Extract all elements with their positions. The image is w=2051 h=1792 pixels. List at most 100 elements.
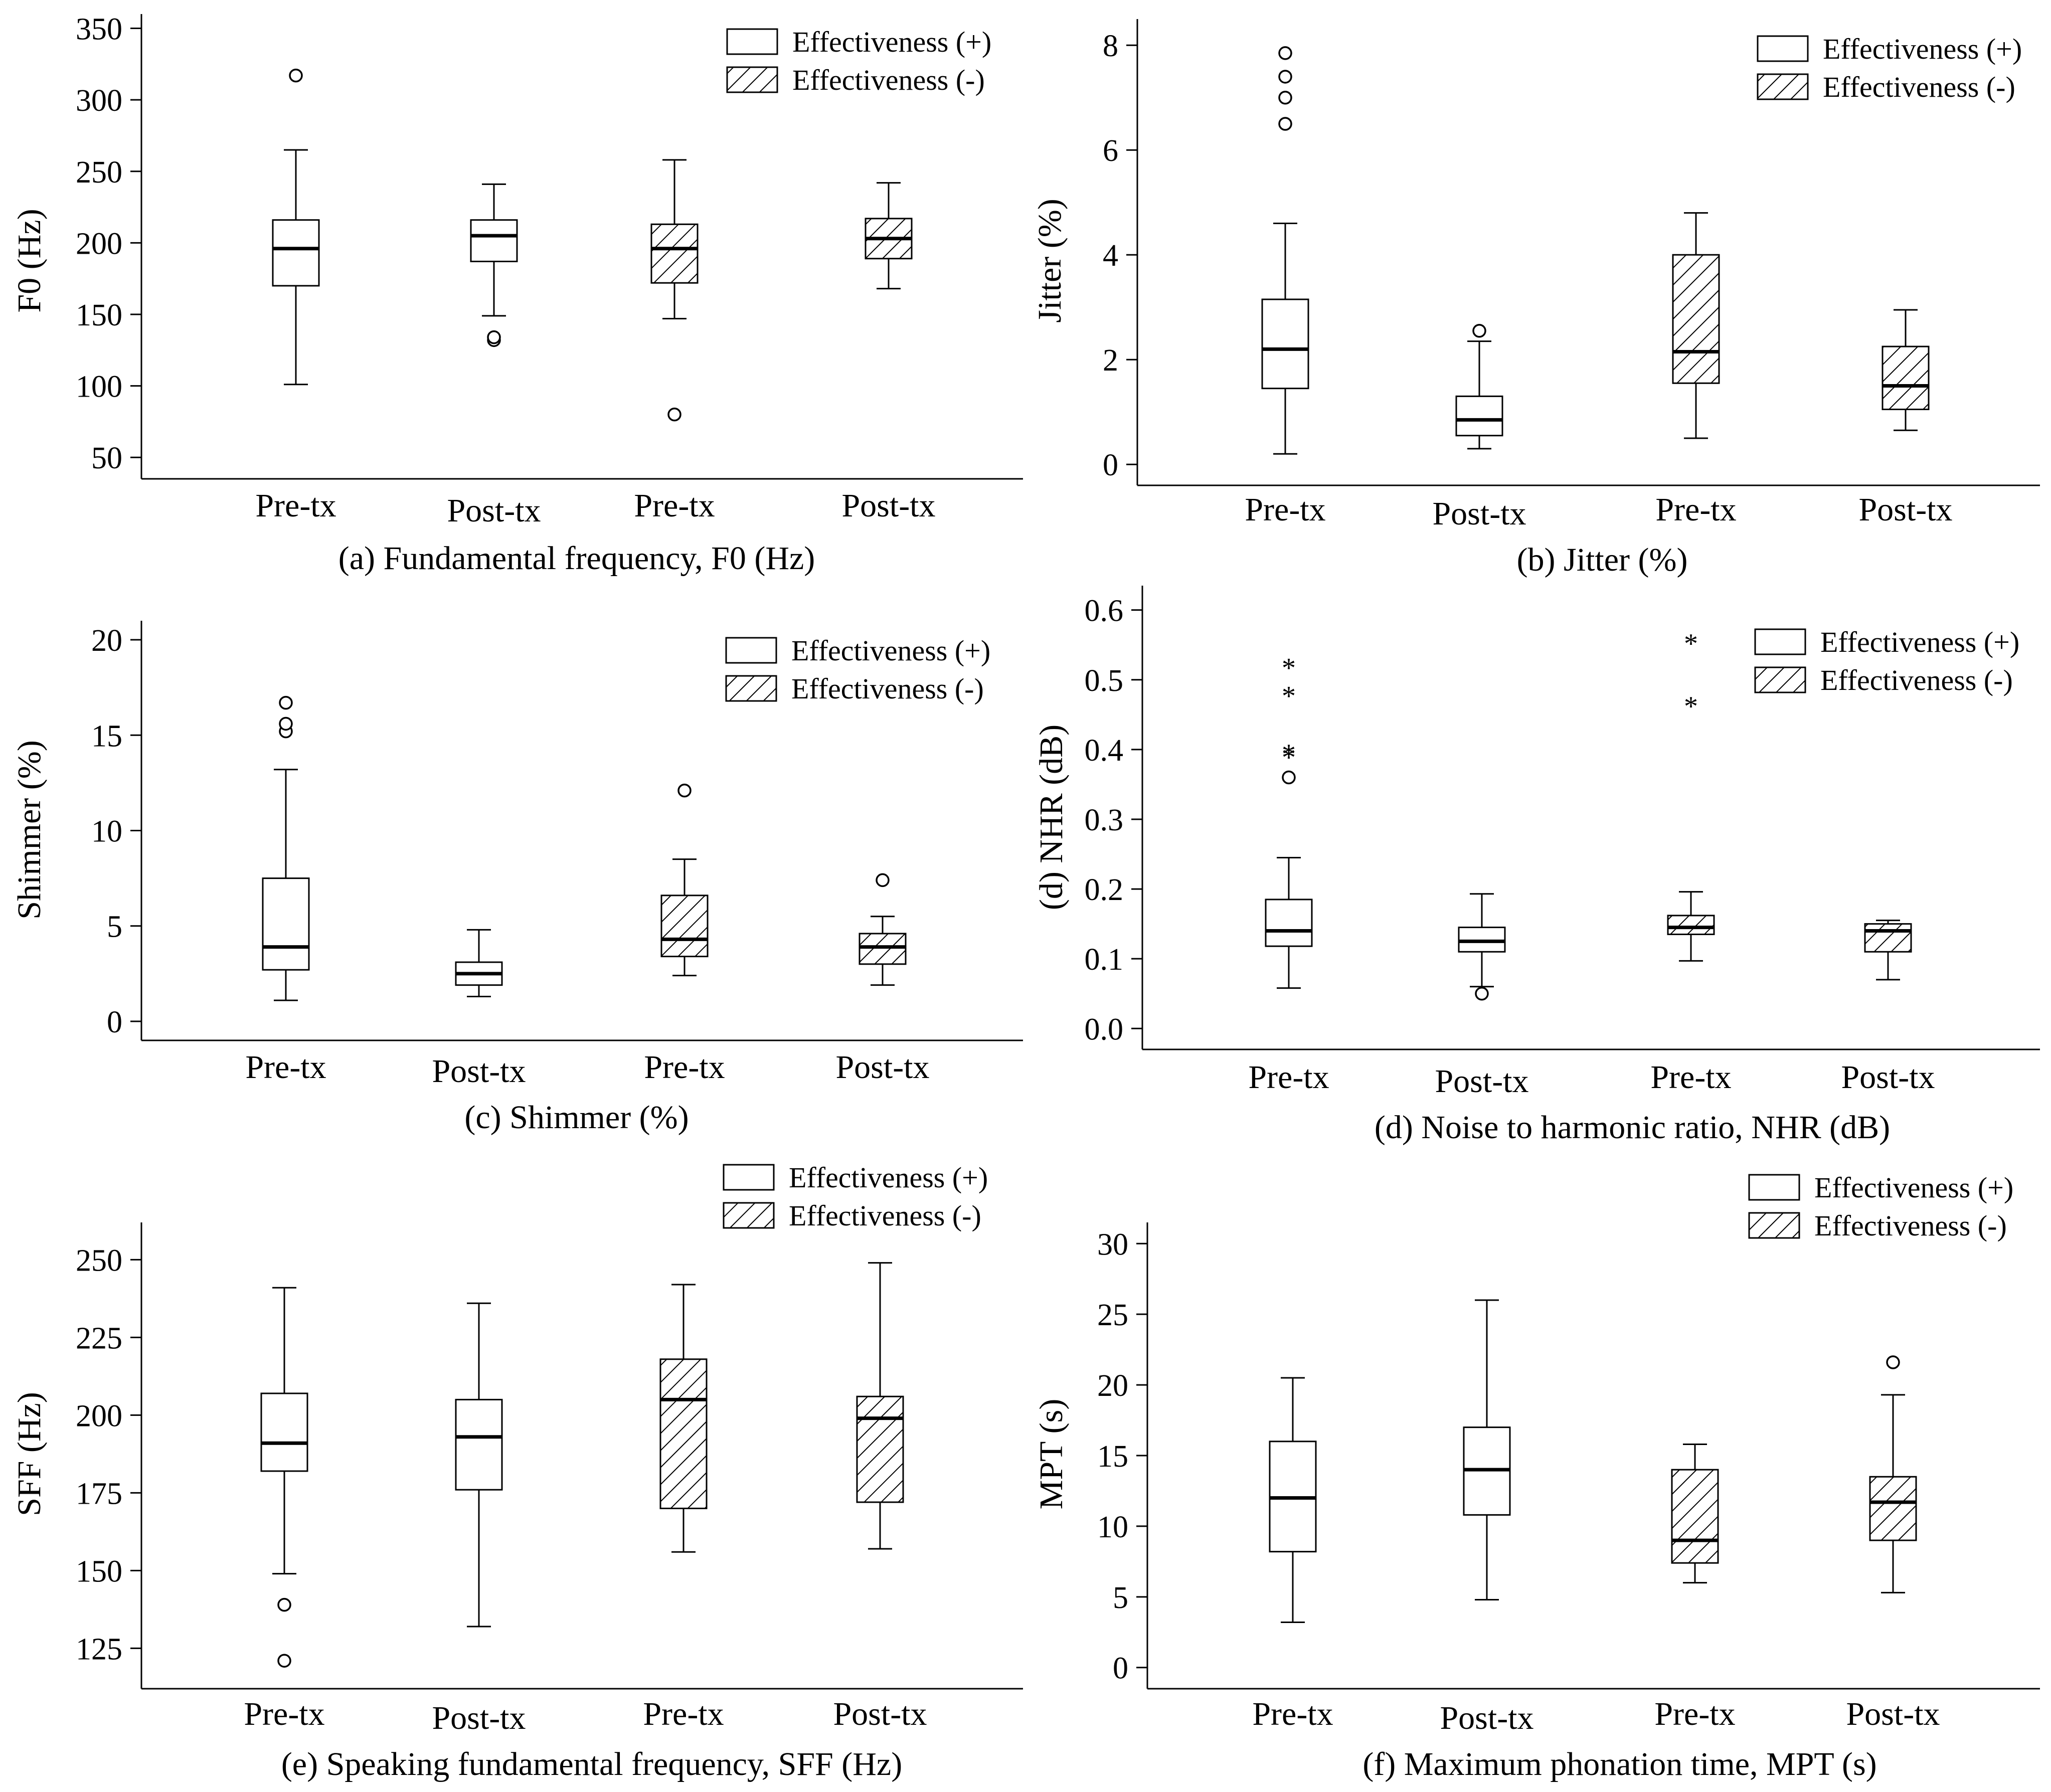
legend-swatch-negative [725, 675, 777, 702]
chart-panel-f: 0 5 10 15 20 25 30 MPT (s) Pre-tx Post-tx Pre-tx Po… [1033, 1171, 2040, 1782]
legend-label-negative: Effectiveness (-) [789, 1199, 981, 1232]
extreme-point: * [1684, 628, 1698, 659]
x-category-label: Pre-tx [245, 1049, 326, 1086]
outlier-point [1282, 770, 1296, 785]
y-tick-label: 8 [1103, 29, 1118, 63]
legend-swatch-positive [1754, 628, 1806, 655]
legend-swatch-positive [1748, 1174, 1800, 1201]
legend: Effectiveness (+) Effectiveness (-) [723, 1161, 988, 1232]
y-tick-label: 225 [76, 1321, 122, 1355]
y-tick-label: 0.3 [1085, 803, 1124, 837]
y-tick-label: 0.1 [1085, 943, 1124, 977]
y-tick-label: 10 [91, 815, 122, 849]
y-tick-label: 200 [76, 1399, 122, 1433]
chart-caption: (c) Shimmer (%) [464, 1099, 689, 1136]
box-iqr [659, 1358, 708, 1509]
x-category-label: Post-tx [432, 1700, 526, 1736]
legend: Effectiveness (+) Effectiveness (-) [1757, 33, 2022, 103]
extreme-point: * [1282, 742, 1296, 773]
outlier-point [1278, 46, 1292, 60]
y-tick-label: 0.4 [1085, 734, 1124, 768]
y-tick-label: 25 [1097, 1298, 1128, 1332]
y-tick-label: 10 [1097, 1510, 1128, 1544]
outlier-point [277, 1597, 291, 1612]
y-tick-label: 6 [1103, 134, 1118, 168]
y-tick-label: 20 [1097, 1369, 1128, 1403]
x-category-label: Pre-tx [644, 1049, 725, 1086]
legend-swatch-positive [725, 637, 777, 664]
legend-swatch-negative [726, 66, 778, 93]
legend-swatch-positive [1757, 35, 1809, 62]
x-category-label: Post-tx [1440, 1700, 1533, 1736]
y-axis-title: Shimmer (%) [11, 740, 48, 919]
legend: Effectiveness (+) Effectiveness (-) [726, 26, 991, 96]
x-category-label: Pre-tx [1655, 491, 1736, 528]
y-tick-label: 4 [1103, 239, 1118, 273]
box-2 [1455, 323, 1503, 450]
x-category-label: Post-tx [833, 1696, 927, 1732]
chart-panel-e: 125 150 175 200 225 250 SFF (Hz) Pre-tx Post-tx P… [11, 1161, 1023, 1782]
y-tick-label: 0.5 [1085, 664, 1124, 698]
x-category-label: Post-tx [835, 1049, 929, 1086]
x-category-label: Post-tx [841, 487, 935, 524]
box-iqr [1672, 254, 1720, 384]
x-category-label: Pre-tx [244, 1696, 324, 1732]
box-3 [659, 1284, 708, 1553]
box-4 [1864, 920, 1912, 981]
chart-caption: (b) Jitter (%) [1517, 542, 1688, 578]
legend-label-negative: Effectiveness (-) [1820, 664, 2013, 696]
y-tick-label: 0.0 [1085, 1012, 1124, 1046]
box-iqr [859, 933, 907, 965]
x-category-label: Pre-tx [1650, 1059, 1731, 1096]
legend: Effectiveness (+) Effectiveness (-) [1748, 1171, 2013, 1242]
box-iqr [1864, 923, 1912, 953]
box-iqr [1671, 1469, 1719, 1564]
legend-label-negative: Effectiveness (-) [1814, 1209, 2007, 1242]
x-category-label: Post-tx [1841, 1059, 1935, 1096]
box-4 [1869, 1355, 1917, 1593]
box-2 [470, 183, 518, 347]
y-tick-label: 200 [76, 227, 122, 261]
extreme-point: * [1282, 653, 1296, 684]
chart-panel-a: 50 100 150 200 250 300 350 F0 (Hz) Pre-tx Post-tx… [11, 13, 1023, 577]
legend-label-positive: Effectiveness (+) [789, 1161, 988, 1194]
y-axis-title: SFF (Hz) [11, 1392, 48, 1516]
legend-swatch-negative [723, 1202, 775, 1229]
y-tick-label: 300 [76, 84, 122, 118]
y-tick-label: 0 [107, 1005, 122, 1039]
outlier-point [1886, 1355, 1900, 1369]
legend: Effectiveness (+) Effectiveness (-) [725, 634, 990, 705]
box-1 [1269, 1377, 1317, 1624]
chart-panel-d: 0.00.10.20.30.40.50.6(d) NHR (dB) ****Pre… [1033, 586, 2040, 1146]
x-category-label: Pre-tx [1654, 1696, 1735, 1732]
y-tick-label: 15 [91, 719, 122, 753]
outlier-point [1475, 986, 1489, 1001]
outlier-point [289, 68, 303, 83]
y-tick-label: 15 [1097, 1440, 1128, 1474]
outlier-point [1278, 117, 1292, 131]
x-category-label: Post-tx [1858, 491, 1952, 528]
outlier-point [279, 716, 293, 731]
x-category-label: Post-tx [432, 1053, 526, 1090]
y-axis-title: (d) NHR (dB) [1033, 725, 1070, 910]
x-category-label: Pre-tx [634, 487, 715, 524]
legend-label-positive: Effectiveness (+) [1814, 1171, 2013, 1204]
box-iqr [1261, 298, 1309, 390]
box-1 [272, 68, 320, 386]
y-tick-label: 150 [76, 298, 122, 332]
outlier-point [487, 330, 501, 344]
legend-label-positive: Effectiveness (+) [1820, 626, 2019, 658]
y-axis-title: F0 (Hz) [11, 209, 48, 312]
box-iqr [1265, 899, 1313, 947]
legend-label-negative: Effectiveness (-) [791, 672, 984, 705]
chart-caption: (a) Fundamental frequency, F0 (Hz) [338, 540, 815, 577]
legend-label-negative: Effectiveness (-) [792, 64, 985, 96]
x-category-label: Pre-tx [1252, 1696, 1333, 1732]
y-tick-label: 250 [76, 155, 122, 190]
box-4 [856, 1262, 904, 1550]
legend-swatch-positive [726, 28, 778, 55]
x-category-label: Pre-tx [1245, 491, 1325, 528]
box-iqr [262, 877, 310, 971]
